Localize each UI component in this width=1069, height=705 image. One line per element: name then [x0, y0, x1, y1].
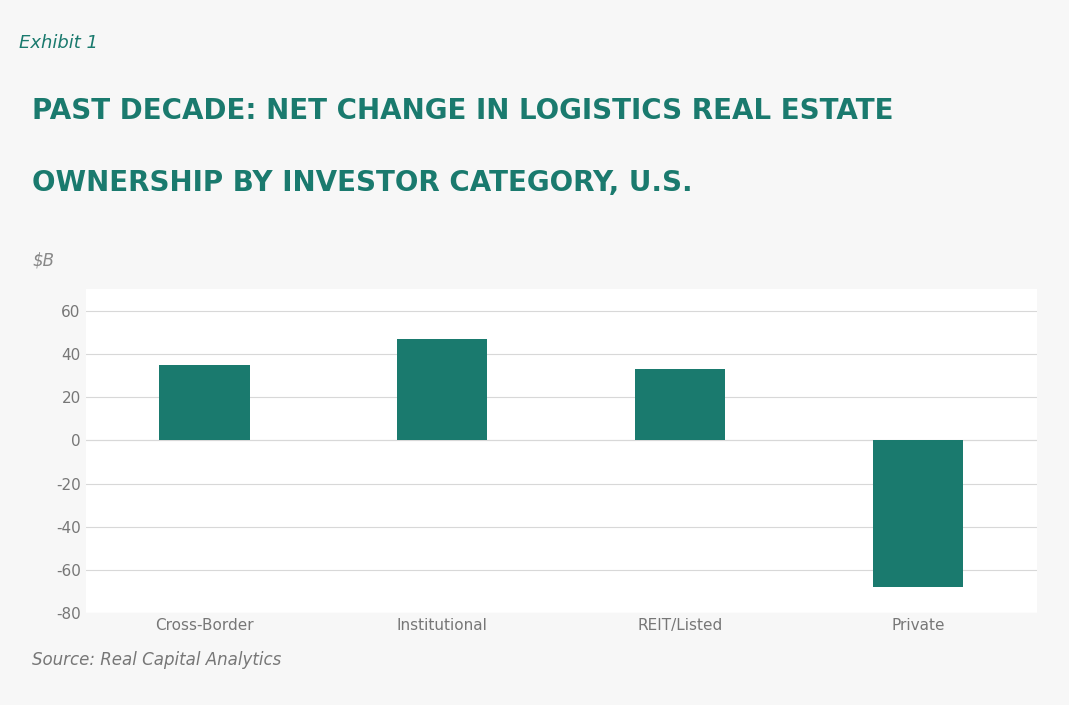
Text: OWNERSHIP BY INVESTOR CATEGORY, U.S.: OWNERSHIP BY INVESTOR CATEGORY, U.S. [32, 169, 693, 197]
Bar [159, 364, 250, 441]
Text: Exhibit 1: Exhibit 1 [19, 34, 98, 52]
Bar [635, 369, 726, 441]
Text: PAST DECADE: NET CHANGE IN LOGISTICS REAL ESTATE: PAST DECADE: NET CHANGE IN LOGISTICS REA… [32, 97, 894, 125]
Text: $B: $B [32, 252, 55, 270]
Text: Source: Real Capital Analytics: Source: Real Capital Analytics [32, 651, 281, 669]
Bar [397, 339, 487, 441]
Bar [872, 441, 963, 587]
